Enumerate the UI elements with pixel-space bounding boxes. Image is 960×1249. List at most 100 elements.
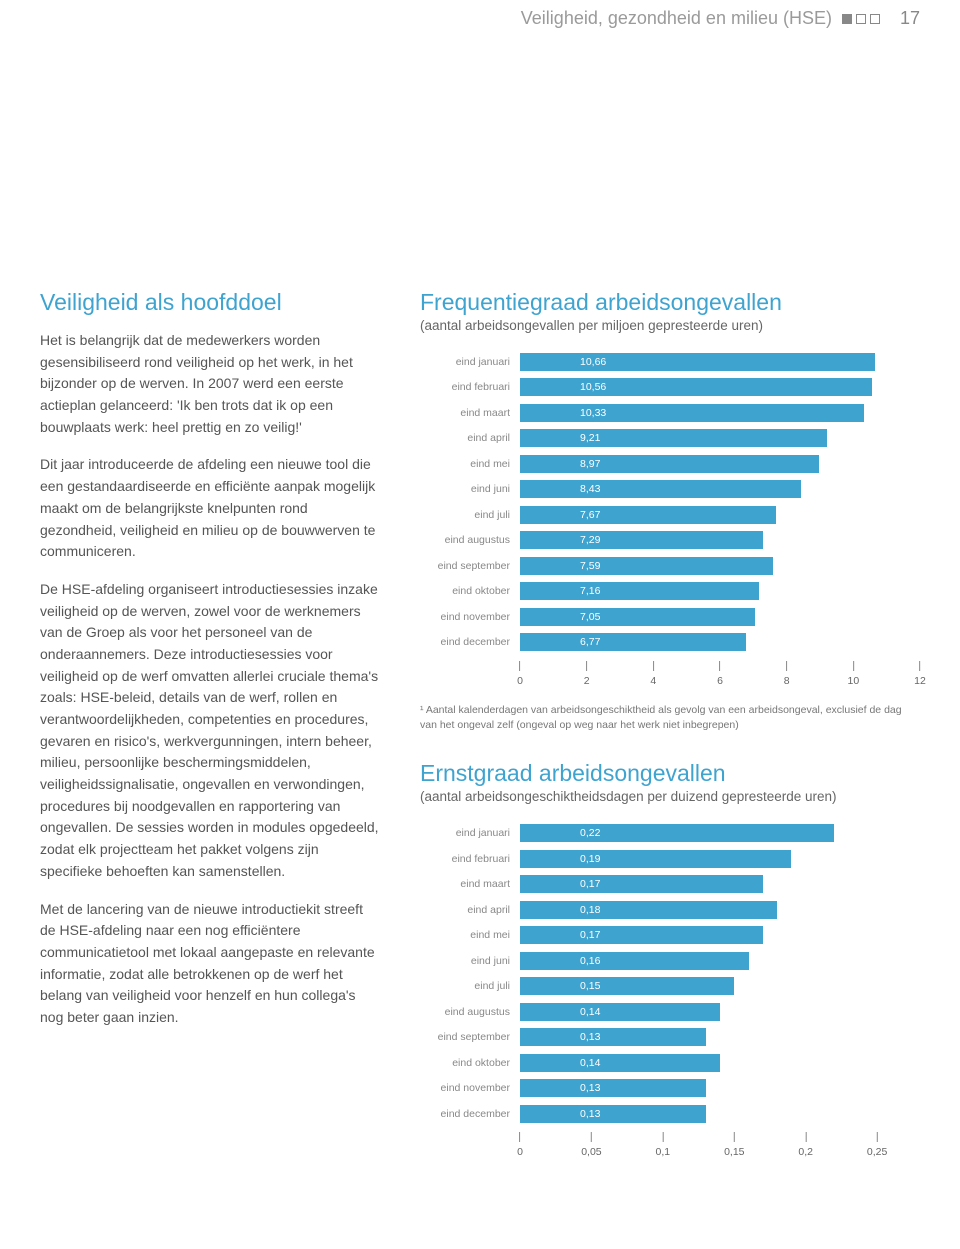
bar-row: eind mei0,17 <box>420 922 920 948</box>
bar-row: eind december6,77 <box>420 630 920 656</box>
bar: 0,19 <box>520 850 791 868</box>
chart1-footnote: ¹ Aantal kalenderdagen van arbeidsongesc… <box>420 703 920 732</box>
bar-label: eind augustus <box>420 1006 520 1018</box>
axis-tick: 6 <box>717 661 723 687</box>
bar-row: eind januari0,22 <box>420 820 920 846</box>
axis-tick-label: 6 <box>717 675 723 687</box>
bar-label: eind juli <box>420 509 520 521</box>
header-title: Veiligheid, gezondheid en milieu (HSE) <box>521 8 832 29</box>
bar-row: eind februari0,19 <box>420 846 920 872</box>
columns: Veiligheid als hoofddoel Het is belangri… <box>40 289 920 1174</box>
bar: 0,18 <box>520 901 777 919</box>
bar-label: eind mei <box>420 458 520 470</box>
axis-tick-label: 0 <box>517 675 523 687</box>
bar: 0,17 <box>520 926 763 944</box>
bar-row: eind juli7,67 <box>420 502 920 528</box>
paragraph-3: De HSE-afdeling organiseert introducties… <box>40 579 380 883</box>
bar-track: 8,97 <box>520 455 920 473</box>
bar-label: eind juni <box>420 483 520 495</box>
bar: 0,16 <box>520 952 749 970</box>
bar-row: eind augustus0,14 <box>420 999 920 1025</box>
bar-row: eind november0,13 <box>420 1075 920 1101</box>
bar-row: eind november7,05 <box>420 604 920 630</box>
bar-row: eind oktober7,16 <box>420 579 920 605</box>
axis-tick-label: 0,15 <box>724 1146 744 1158</box>
bar-track: 0,19 <box>520 850 920 868</box>
bar-track: 0,14 <box>520 1003 920 1021</box>
bar-row: eind oktober0,14 <box>420 1050 920 1076</box>
bar: 0,15 <box>520 977 734 995</box>
bar-label: eind september <box>420 1031 520 1043</box>
axis-tick: 0,05 <box>581 1132 601 1158</box>
x-axis: 0 0,05 0,1 0,15 0,2 0,25 <box>520 1132 920 1160</box>
bar-track: 0,17 <box>520 926 920 944</box>
page-header: Veiligheid, gezondheid en milieu (HSE) 1… <box>40 0 920 59</box>
bar-label: eind november <box>420 611 520 623</box>
bar-row: eind juli0,15 <box>420 973 920 999</box>
axis-tick-label: 0,25 <box>867 1146 887 1158</box>
axis-tick-label: 10 <box>847 675 859 687</box>
bar-label: eind december <box>420 636 520 648</box>
bar-row: eind juni0,16 <box>420 948 920 974</box>
bar-track: 8,43 <box>520 480 920 498</box>
bar-label: eind april <box>420 432 520 444</box>
bar: 10,66 <box>520 353 875 371</box>
bar: 0,13 <box>520 1105 706 1123</box>
axis-tick: 0,1 <box>656 1132 671 1158</box>
chart2-title: Ernstgraad arbeidsongevallen <box>420 760 920 787</box>
bar-track: 0,17 <box>520 875 920 893</box>
axis-tick-label: 0,05 <box>581 1146 601 1158</box>
axis-tick: 0 <box>517 661 523 687</box>
bar-track: 0,18 <box>520 901 920 919</box>
bar-label: eind februari <box>420 853 520 865</box>
bar-label: eind december <box>420 1108 520 1120</box>
section-heading: Veiligheid als hoofddoel <box>40 289 380 316</box>
axis-row: 024681012 <box>420 661 920 689</box>
axis-tick-label: 8 <box>784 675 790 687</box>
right-column: Frequentiegraad arbeidsongevallen (aanta… <box>420 289 920 1174</box>
bar-label: eind april <box>420 904 520 916</box>
axis-tick-label: 0,2 <box>798 1146 813 1158</box>
paragraph-1: Het is belangrijk dat de medewerkers wor… <box>40 330 380 438</box>
bar: 9,21 <box>520 429 827 447</box>
bar-row: eind april9,21 <box>420 426 920 452</box>
bar: 10,33 <box>520 404 864 422</box>
bar-label: eind oktober <box>420 585 520 597</box>
axis-tick-label: 0,1 <box>656 1146 671 1158</box>
bar-track: 7,16 <box>520 582 920 600</box>
bar: 7,59 <box>520 557 773 575</box>
bar-track: 0,13 <box>520 1079 920 1097</box>
bar: 7,67 <box>520 506 776 524</box>
bar-row: eind augustus7,29 <box>420 528 920 554</box>
bar: 6,77 <box>520 633 746 651</box>
bar-label: eind augustus <box>420 534 520 546</box>
paragraph-4: Met de lancering van de nieuwe introduct… <box>40 899 380 1029</box>
bar-row: eind maart0,17 <box>420 871 920 897</box>
bar-row: eind april0,18 <box>420 897 920 923</box>
bar-label: eind maart <box>420 878 520 890</box>
bar-track: 0,13 <box>520 1028 920 1046</box>
bar-row: eind februari10,56 <box>420 375 920 401</box>
axis-tick: 0 <box>517 1132 523 1158</box>
axis-tick: 2 <box>584 661 590 687</box>
bar-track: 7,59 <box>520 557 920 575</box>
bar: 7,16 <box>520 582 759 600</box>
bar-label: eind januari <box>420 356 520 368</box>
bar-label: eind september <box>420 560 520 572</box>
bar-track: 0,16 <box>520 952 920 970</box>
bar-row: eind september0,13 <box>420 1024 920 1050</box>
bar-track: 0,15 <box>520 977 920 995</box>
axis-tick-label: 2 <box>584 675 590 687</box>
paragraph-2: Dit jaar introduceerde de afdeling een n… <box>40 454 380 562</box>
bar-label: eind oktober <box>420 1057 520 1069</box>
axis-tick-label: 12 <box>914 675 926 687</box>
left-column: Veiligheid als hoofddoel Het is belangri… <box>40 289 380 1174</box>
bar-row: eind juni8,43 <box>420 477 920 503</box>
bar-label: eind juni <box>420 955 520 967</box>
bar: 0,14 <box>520 1003 720 1021</box>
bar-row: eind december0,13 <box>420 1101 920 1127</box>
axis-tick: 0,2 <box>798 1132 813 1158</box>
bar: 0,14 <box>520 1054 720 1072</box>
bar-label: eind februari <box>420 381 520 393</box>
bar-row: eind maart10,33 <box>420 400 920 426</box>
